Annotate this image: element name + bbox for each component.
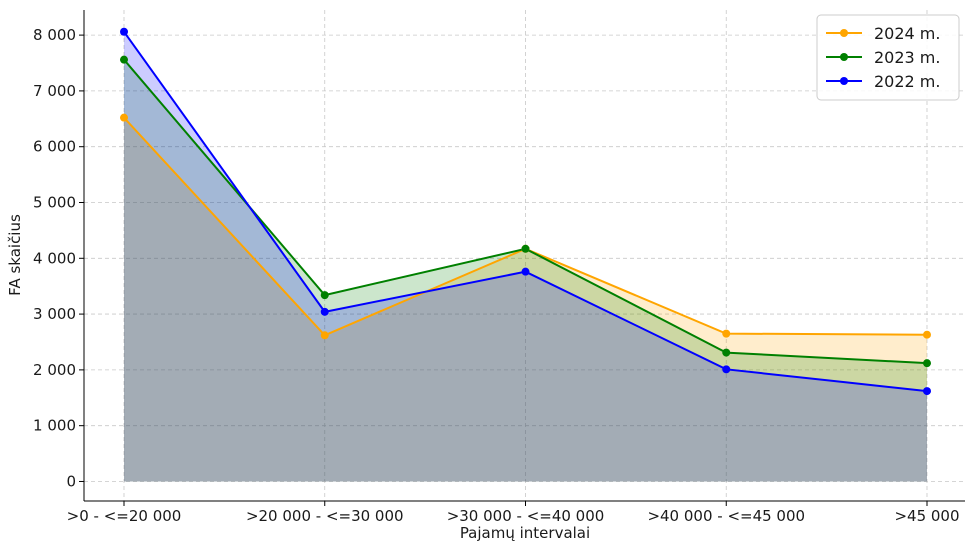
x-tick-labels: >0 - <=20 000 >20 000 - <=30 000 >30 000 -… bbox=[67, 507, 960, 525]
y-tick-label: 1 000 bbox=[33, 417, 76, 435]
data-point bbox=[923, 387, 931, 396]
legend-label: 2023 m. bbox=[874, 48, 940, 67]
data-point bbox=[923, 359, 931, 368]
y-tick-label: 5 000 bbox=[33, 193, 76, 211]
data-point bbox=[722, 348, 731, 357]
y-tick-label: 4 000 bbox=[33, 249, 76, 267]
data-point bbox=[320, 331, 329, 340]
data-point bbox=[923, 330, 931, 339]
data-point bbox=[521, 244, 530, 253]
y-tick-label: 7 000 bbox=[33, 82, 76, 100]
data-point bbox=[320, 291, 329, 300]
area-fills bbox=[124, 31, 927, 482]
data-point bbox=[120, 113, 128, 122]
legend-label: 2022 m. bbox=[874, 72, 940, 91]
legend-marker bbox=[840, 77, 848, 85]
x-tick-label: >20 000 - <=30 000 bbox=[246, 507, 404, 525]
x-tick-label: >45 000 bbox=[894, 507, 959, 525]
x-tick-label: >40 000 - <=45 000 bbox=[647, 507, 805, 525]
legend-marker bbox=[840, 53, 848, 61]
y-axis-label: FA skaičius bbox=[6, 214, 24, 296]
data-point bbox=[722, 365, 731, 374]
data-point bbox=[320, 307, 329, 316]
y-tick-label: 6 000 bbox=[33, 138, 76, 156]
series-points bbox=[120, 27, 931, 396]
data-point bbox=[120, 27, 128, 36]
y-tick-label: 8 000 bbox=[33, 26, 76, 44]
y-tick-label: 3 000 bbox=[33, 305, 76, 323]
legend-marker bbox=[840, 29, 848, 37]
legend-label: 2024 m. bbox=[874, 24, 940, 43]
legend: 2024 m. 2023 m. 2022 m. bbox=[816, 14, 960, 101]
data-point bbox=[722, 329, 731, 338]
y-tick-labels: 0 1 000 2 000 3 000 4 000 5 000 6 000 7 000 8 00… bbox=[33, 26, 76, 490]
y-tick-label: 0 bbox=[66, 472, 76, 490]
data-point bbox=[521, 267, 530, 276]
axes bbox=[79, 10, 965, 506]
data-point bbox=[120, 55, 128, 64]
series-area bbox=[124, 31, 927, 482]
x-tick-label: >0 - <=20 000 bbox=[67, 507, 182, 525]
grid bbox=[84, 10, 965, 501]
x-tick-label: >30 000 - <=40 000 bbox=[447, 507, 605, 525]
legend-box bbox=[816, 14, 960, 101]
y-tick-label: 2 000 bbox=[33, 361, 76, 379]
series-area bbox=[124, 117, 927, 482]
x-axis-label: Pajamų intervalai bbox=[460, 524, 590, 541]
